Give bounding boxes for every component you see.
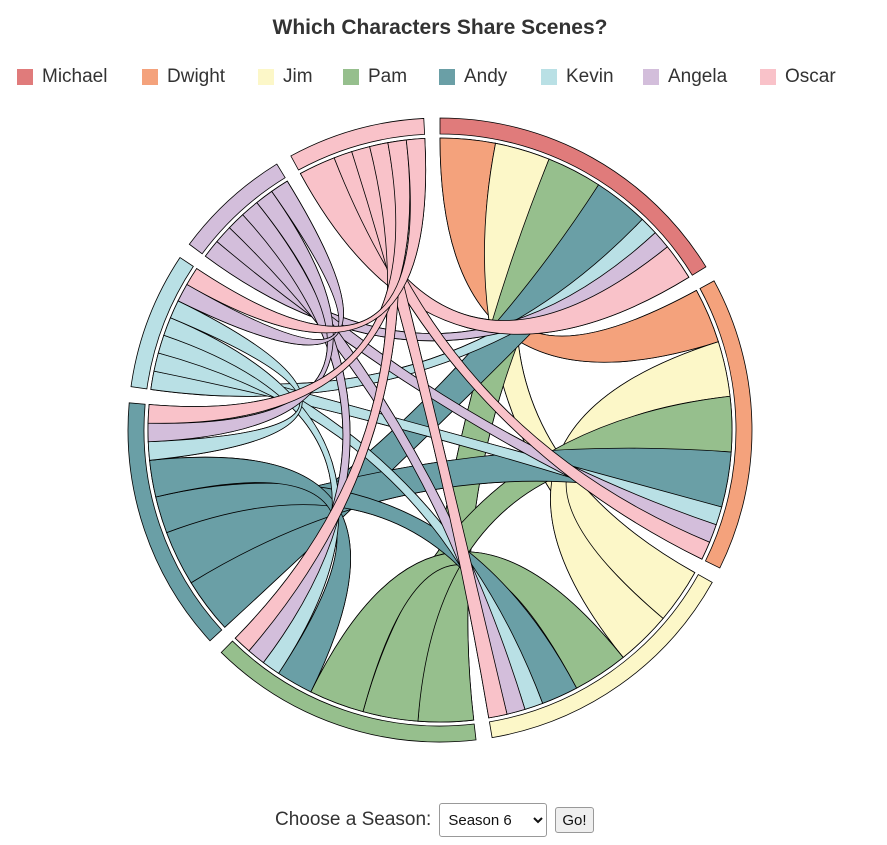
ribbon-andy-pam[interactable]	[149, 456, 351, 693]
legend-swatch-dwight	[142, 69, 158, 85]
legend-item-michael: Michael	[17, 66, 107, 88]
legend-item-angela: Angela	[643, 66, 727, 88]
group-arc-pam[interactable]	[220, 640, 477, 743]
legend-label-angela: Angela	[668, 66, 728, 87]
season-select[interactable]: Season 6	[439, 803, 548, 837]
ribbon-angela-andy[interactable]	[147, 190, 334, 443]
ribbon-pam-jim[interactable]	[310, 551, 624, 713]
group-arc-michael[interactable]	[439, 117, 707, 276]
legend-item-dwight: Dwight	[142, 66, 225, 88]
legend-item-jim: Jim	[258, 66, 313, 88]
legend-swatch-michael	[17, 69, 33, 85]
legend-swatch-jim	[258, 69, 274, 85]
legend-item-pam: Pam	[343, 66, 407, 88]
ribbon-angela-kevin[interactable]	[177, 180, 344, 346]
group-arc-angela[interactable]	[188, 163, 286, 255]
group-arc-jim[interactable]	[488, 574, 713, 739]
legend-swatch-andy	[439, 69, 455, 85]
group-arc-kevin[interactable]	[130, 256, 194, 390]
legend-swatch-kevin	[541, 69, 557, 85]
season-controls: Choose a Season: Season 6 Go!	[275, 803, 594, 837]
legend-label-andy: Andy	[464, 66, 508, 87]
group-arc-oscar[interactable]	[290, 117, 426, 171]
legend-swatch-angela	[643, 69, 659, 85]
ribbon-oscar-andy[interactable]	[147, 139, 411, 424]
ribbon-oscar-kevin[interactable]	[186, 137, 427, 334]
legend-label-dwight: Dwight	[167, 66, 226, 87]
group-arc-andy[interactable]	[127, 402, 223, 642]
chart-title: Which Characters Share Scenes?	[272, 16, 608, 39]
chord-diagram	[127, 117, 753, 743]
legend-label-pam: Pam	[368, 66, 408, 87]
legend-swatch-pam	[343, 69, 359, 85]
season-label: Choose a Season:	[275, 809, 432, 830]
legend: Michael Dwight Jim Pam Andy Kevin Angela Oscar	[0, 66, 887, 92]
group-arc-dwight[interactable]	[699, 280, 753, 569]
legend-label-jim: Jim	[283, 66, 313, 87]
ribbon-jim-dwight[interactable]	[550, 341, 731, 658]
legend-item-andy: Andy	[439, 66, 507, 88]
legend-label-oscar: Oscar	[785, 66, 836, 87]
legend-label-michael: Michael	[42, 66, 108, 87]
legend-item-kevin: Kevin	[541, 66, 614, 88]
ribbon-andy-jim[interactable]	[155, 482, 578, 704]
legend-swatch-oscar	[760, 69, 776, 85]
legend-label-kevin: Kevin	[566, 66, 614, 87]
go-button[interactable]: Go!	[555, 807, 594, 833]
legend-item-oscar: Oscar	[760, 66, 836, 88]
